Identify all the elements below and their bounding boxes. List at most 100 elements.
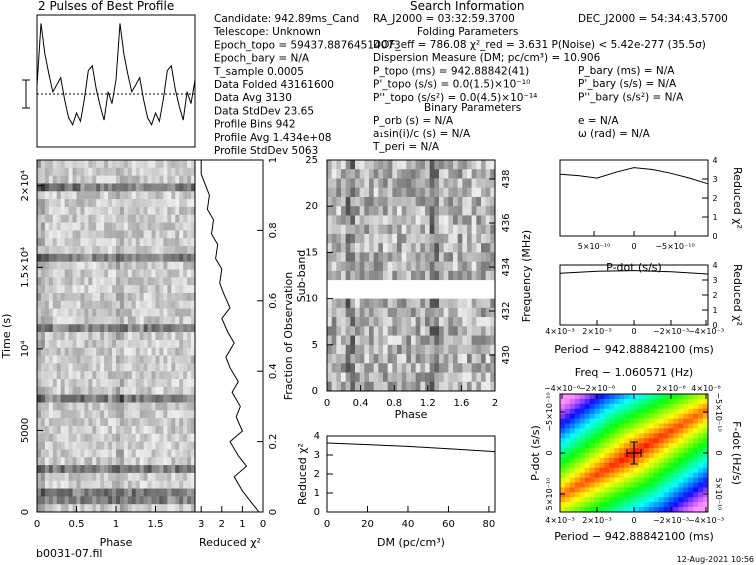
time-phase-cell xyxy=(187,441,192,450)
subband-cell xyxy=(453,354,458,364)
time-phase-cell xyxy=(48,316,54,325)
time-phase-cell xyxy=(131,355,137,364)
subband-cell xyxy=(406,335,412,346)
ppdot-cell xyxy=(698,502,704,508)
ppdot-cell xyxy=(673,403,679,410)
param-left-line: Epoch_topo = 59437.88764514073 xyxy=(214,39,401,51)
time-phase-cell xyxy=(187,410,192,419)
ppdot-cell xyxy=(614,423,620,429)
time-phase-cell xyxy=(68,449,73,458)
subband-cell xyxy=(490,326,496,336)
time-phase-cell xyxy=(88,191,93,200)
subband-cell xyxy=(462,354,468,364)
time-phase-cell xyxy=(155,332,160,341)
time-phase-cell xyxy=(92,199,97,208)
time-phase-cell xyxy=(175,480,180,489)
subband-xtick-label: 0.4 xyxy=(353,398,369,409)
time-phase-cell xyxy=(92,253,97,262)
subband-cell xyxy=(345,206,351,216)
subband-cell xyxy=(443,160,449,170)
time-phase-cell xyxy=(112,425,117,435)
time-phase-cell xyxy=(40,449,46,458)
time-phase-cell xyxy=(108,261,113,270)
ppdot-cell xyxy=(658,477,664,483)
subband-cell xyxy=(429,206,435,216)
time-phase-cell xyxy=(191,347,196,356)
time-phase-cell xyxy=(48,457,54,466)
ppdot-cell xyxy=(698,443,704,449)
time-phase-cell xyxy=(151,488,156,497)
time-phase-cell xyxy=(163,457,168,466)
time-phase-cell xyxy=(52,324,58,333)
time-phase-cell xyxy=(135,371,140,380)
ppdot-cell xyxy=(663,443,669,449)
time-phase-cell xyxy=(76,183,81,192)
time-phase-cell xyxy=(163,504,168,513)
subband-cell xyxy=(387,187,393,198)
subband-cell xyxy=(359,354,365,364)
time-phase-cell xyxy=(108,214,113,223)
subband-cell xyxy=(355,298,360,309)
time-phase-cell xyxy=(183,285,188,294)
time-phase-cell xyxy=(37,410,42,419)
param-fold-line: DOF_eff = 786.08 χ²_red = 3.631 P(Noise)… xyxy=(373,39,706,51)
ppdot-cell xyxy=(683,457,689,464)
ppdot-cell xyxy=(594,413,600,419)
time-phase-cell xyxy=(72,339,77,349)
time-phase-cell xyxy=(131,246,137,255)
time-phase-cell xyxy=(175,206,180,216)
time-phase-cell xyxy=(84,238,89,247)
subband-cell xyxy=(415,363,421,373)
ppdot-cell xyxy=(604,428,610,434)
subband-cell xyxy=(457,317,463,327)
time-phase-cell xyxy=(108,238,113,247)
time-phase-cell xyxy=(64,160,69,169)
subband-cell xyxy=(350,335,356,346)
time-phase-cell xyxy=(80,199,85,208)
time-phase-cell xyxy=(44,441,50,450)
time-phase-cell xyxy=(44,191,50,200)
time-phase-cell xyxy=(139,292,144,302)
time-phase-cell xyxy=(48,285,54,294)
ppdot-cell xyxy=(604,398,610,405)
subband-cell xyxy=(453,261,458,272)
ppdot-cell xyxy=(698,398,704,405)
time-phase-cell xyxy=(123,167,129,176)
time-phase-cell xyxy=(80,472,85,482)
ppdot-cell xyxy=(604,418,610,424)
time-phase-cell xyxy=(112,363,117,372)
time-phase-cell xyxy=(116,206,121,216)
time-phase-cell xyxy=(179,332,184,341)
ppdot-cell xyxy=(643,418,650,424)
time-phase-cell xyxy=(127,472,133,482)
time-phase-cell xyxy=(60,386,65,395)
ppdot-cell xyxy=(648,438,655,444)
time-phase-cell xyxy=(112,496,117,505)
time-phase-cell xyxy=(143,394,148,403)
subband-xlabel: Phase xyxy=(395,408,428,421)
time-phase-cell xyxy=(155,504,160,513)
time-phase-cell xyxy=(167,246,172,255)
ppdot-cell xyxy=(653,502,659,508)
ppdot-cell xyxy=(678,394,684,400)
ppdot-cell xyxy=(599,408,605,414)
subband-cell xyxy=(331,252,337,262)
time-phase-cell xyxy=(139,199,144,208)
time-phase-cell xyxy=(139,261,144,270)
subband-cell xyxy=(462,243,468,253)
subband-cell xyxy=(471,224,477,235)
subband-cell xyxy=(378,206,384,216)
ppdot-cell xyxy=(648,487,655,493)
subband-cell xyxy=(453,372,458,383)
time-phase-cell xyxy=(143,347,148,356)
ppdot-cell xyxy=(594,453,600,459)
time-phase-cell xyxy=(64,472,69,482)
ppdot-cell xyxy=(653,408,659,414)
ppdot-cell xyxy=(574,398,581,405)
subband-cell xyxy=(453,307,458,318)
ppdot-cell xyxy=(619,457,625,464)
time-phase-cell xyxy=(64,480,69,489)
subband-cell xyxy=(345,289,351,299)
time-phase-cell xyxy=(108,425,113,435)
time-phase-cell xyxy=(123,379,129,388)
